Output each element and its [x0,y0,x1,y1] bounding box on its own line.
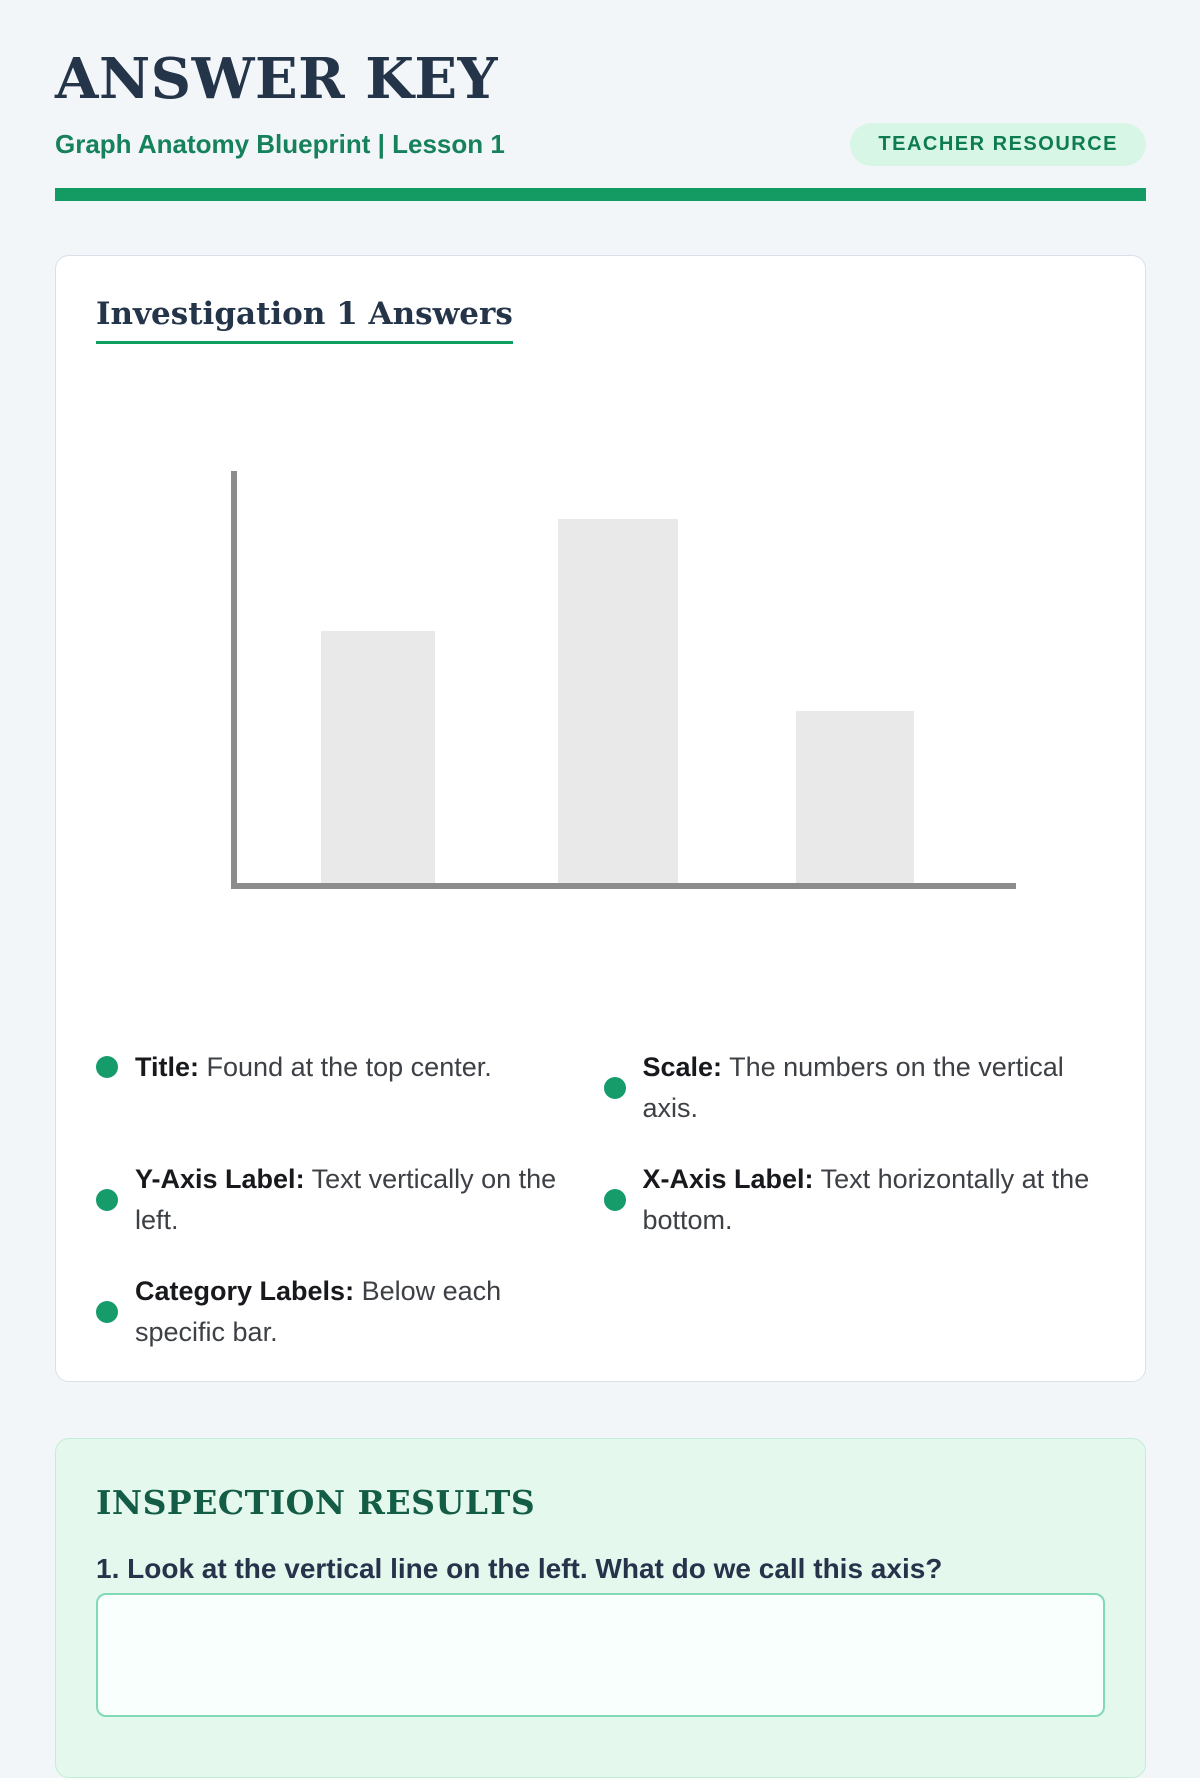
bullet-dot-icon [96,1188,118,1211]
page-header: ANSWER KEY Graph Anatomy Blueprint | Les… [55,50,1146,201]
page-subtitle: Graph Anatomy Blueprint | Lesson 1 [55,128,505,159]
bullet-dot-icon [96,1056,118,1079]
answer-item-scale: Scale: The numbers on the vertical axis. [603,1047,1106,1129]
inspection-panel: INSPECTION RESULTS 1. Look at the vertic… [55,1437,1146,1778]
answer-label: Y-Axis Label: [135,1163,305,1194]
answer-item-x-axis-label: X-Axis Label: Text horizontally at the b… [603,1159,1106,1241]
answers-grid: Title: Found at the top center. Scale: T… [96,1047,1105,1353]
answer-body: Below each specific bar. [135,1275,502,1347]
question-1: 1. Look at the vertical line on the left… [96,1552,943,1584]
inspection-heading: INSPECTION RESULTS [96,1482,536,1522]
page-title: ANSWER KEY [55,46,499,112]
chart-bar [558,518,678,883]
answer-label: X-Axis Label: [642,1163,814,1194]
chart-bar [796,710,914,883]
header-divider [55,187,1146,201]
answer-body: Text horizontally at the bottom. [642,1163,1090,1235]
answer-text: Category Labels: Below each specific bar… [135,1271,598,1353]
answer-label: Scale: [642,1051,723,1082]
bar-chart [231,470,1016,889]
answer-item-category-labels: Category Labels: Below each specific bar… [96,1271,598,1353]
answer-text: Scale: The numbers on the vertical axis. [643,1047,1106,1129]
subtitle-row: Graph Anatomy Blueprint | Lesson 1 TEACH… [55,122,1146,166]
answer-body: Found at the top center. [206,1051,492,1082]
bullet-dot-icon [96,1300,118,1323]
answer-text: X-Axis Label: Text horizontally at the b… [643,1159,1106,1241]
answer-label: Category Labels: [135,1275,355,1306]
bullet-dot-icon [603,1076,626,1099]
answer-label: Title: [135,1051,200,1082]
answer-item-y-axis-label: Y-Axis Label: Text vertically on the lef… [96,1159,598,1241]
bullet-dot-icon [603,1188,626,1211]
answer-body: Text vertically on the left. [135,1163,557,1235]
answer-box [96,1593,1105,1718]
chart-bar [321,630,435,883]
answer-item-title: Title: Found at the top center. [96,1047,598,1088]
answer-text: Title: Found at the top center. [135,1047,492,1088]
answer-text: Y-Axis Label: Text vertically on the lef… [135,1159,598,1241]
teacher-resource-badge: TEACHER RESOURCE [850,122,1146,166]
investigation-heading: Investigation 1 Answers [96,296,513,344]
answer-body: The numbers on the vertical axis. [642,1051,1064,1123]
investigation-card: Investigation 1 Answers Title: Found at … [55,254,1146,1382]
